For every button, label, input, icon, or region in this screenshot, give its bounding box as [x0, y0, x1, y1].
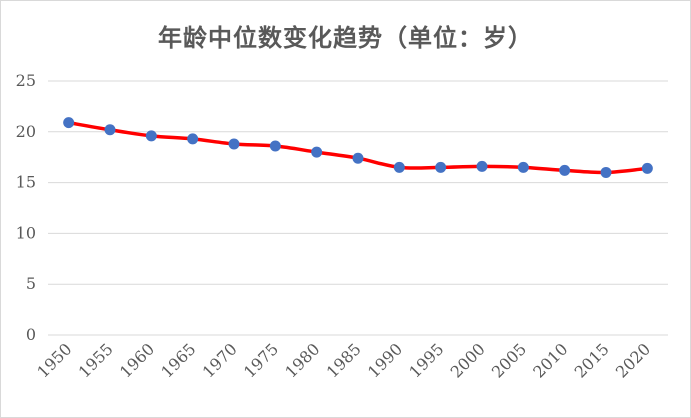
x-tick-label: 1985 [323, 339, 365, 381]
data-point [641, 162, 653, 174]
x-tick-label: 1990 [364, 339, 406, 381]
x-tick-label: 2015 [571, 339, 613, 381]
data-point [269, 140, 281, 152]
x-tick-label: 2005 [488, 339, 530, 381]
data-point [352, 152, 364, 164]
x-tick-label: 2020 [612, 339, 654, 381]
x-tick-label: 1965 [157, 339, 199, 381]
data-point [600, 166, 612, 178]
x-tick-label: 2010 [529, 339, 571, 381]
y-tick-label: 15 [16, 173, 36, 192]
x-tick-label: 1975 [240, 339, 282, 381]
chart-title: 年龄中位数变化趋势（单位：岁） [158, 24, 533, 52]
data-point [517, 161, 529, 173]
data-point [228, 138, 240, 150]
x-tick-label: 1980 [281, 339, 323, 381]
data-point [145, 130, 157, 142]
data-point [187, 133, 199, 145]
y-tick-label: 25 [16, 71, 36, 90]
x-tick-label: 1950 [33, 339, 75, 381]
x-tick-label: 1960 [116, 339, 158, 381]
x-tick-label: 2000 [447, 339, 489, 381]
data-point [435, 161, 447, 173]
series-line [66, 120, 650, 175]
data-point [63, 117, 75, 129]
data-point [104, 124, 116, 136]
x-tick-label: 1955 [75, 339, 117, 381]
data-point [559, 164, 571, 176]
x-tick-label: 1970 [199, 339, 241, 381]
data-point [311, 146, 323, 158]
data-point [393, 161, 405, 173]
x-tick-label: 1995 [405, 339, 447, 381]
y-tick-label: 5 [26, 274, 36, 293]
data-point [476, 160, 488, 172]
y-tick-label: 10 [16, 223, 36, 242]
y-tick-label: 20 [16, 122, 36, 141]
y-tick-label: 0 [26, 325, 36, 344]
